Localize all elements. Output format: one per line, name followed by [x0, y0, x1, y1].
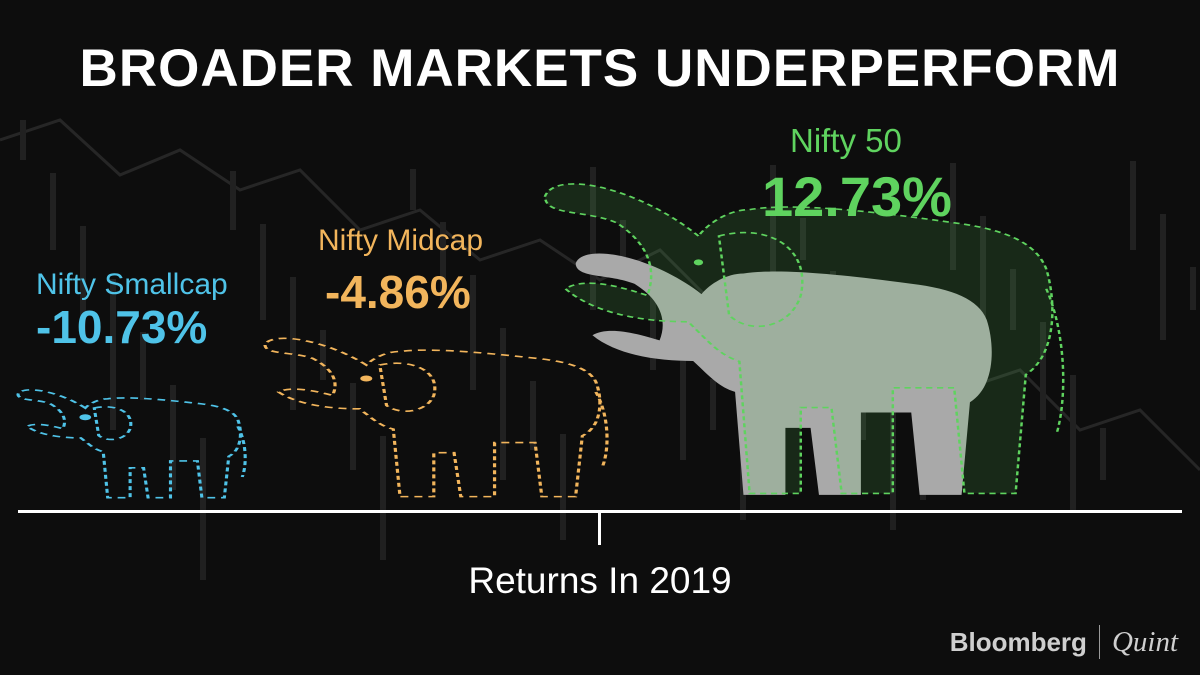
background-candle [410, 169, 416, 210]
elephant-outline [263, 337, 602, 498]
series-label-midcap: Nifty Midcap [318, 224, 484, 257]
series-label-smallcap: Nifty Smallcap [36, 268, 228, 301]
elephant-ear [717, 231, 804, 328]
background-trend-line [0, 118, 1200, 472]
background-candle [290, 277, 296, 410]
brand-divider [1098, 625, 1100, 659]
background-candle [170, 385, 176, 490]
brand-primary: Bloomberg [949, 626, 1087, 657]
x-axis-center-tick [598, 512, 601, 545]
background-candle [260, 224, 266, 320]
elephant-ear [378, 362, 437, 412]
background-candle [560, 434, 566, 540]
background-candle [140, 332, 146, 400]
elephant-tail [1045, 288, 1065, 435]
chart-title: BROADER MARKETS UNDERPERFORM [79, 39, 1121, 98]
background-candle [350, 383, 356, 470]
background-candle [230, 171, 236, 230]
elephant-eye [693, 259, 704, 266]
brand-secondary: Quint [1111, 625, 1178, 658]
background-candle [770, 165, 776, 290]
background-candle [320, 330, 326, 380]
background-candle [50, 173, 56, 250]
background-candle [440, 222, 446, 300]
background-candle [950, 163, 956, 270]
elephant-mark-2 [543, 183, 1065, 495]
x-axis-label: Returns In 2019 [468, 560, 732, 601]
x-axis-baseline [18, 510, 1182, 513]
background-candle [470, 275, 476, 390]
background-candle [710, 379, 716, 430]
background-candle [110, 279, 116, 430]
background-candle [20, 120, 26, 160]
elephant-solid-fill [575, 253, 992, 495]
elephant-mark-1 [263, 337, 609, 498]
background-candle [680, 326, 686, 460]
background-candle [800, 218, 806, 260]
elephant-glow [545, 183, 1053, 494]
background-candle [380, 436, 386, 560]
series-value-smallcap: -10.73% [36, 301, 208, 353]
background-candle [620, 220, 626, 280]
series-value-nifty50: 12.73% [762, 165, 952, 228]
elephant-ear [92, 406, 133, 441]
background-candle [1100, 428, 1106, 480]
elephant-tail [594, 391, 609, 467]
background-candle [1070, 375, 1076, 510]
background-candle [650, 273, 656, 370]
elephant-mark-0 [16, 389, 247, 499]
background-candle [1010, 269, 1016, 330]
background-candle [590, 167, 596, 310]
background-candle [1160, 214, 1166, 340]
background-candle [200, 438, 206, 580]
background-candle [980, 216, 986, 360]
background-candle [1130, 161, 1136, 250]
background-candle [80, 226, 86, 340]
elephant-eye [360, 375, 373, 382]
background-candle [1190, 267, 1196, 310]
background-candle [530, 381, 536, 450]
background-candle [500, 328, 506, 480]
elephant-outline [16, 389, 243, 499]
elephant-outline [543, 183, 1054, 495]
brand-logo: Bloomberg Quint [950, 625, 1178, 659]
background-candle [1040, 322, 1046, 420]
series-label-nifty50: Nifty 50 [790, 122, 902, 159]
series-value-midcap: -4.86% [325, 266, 471, 318]
elephant-eye [79, 414, 92, 421]
